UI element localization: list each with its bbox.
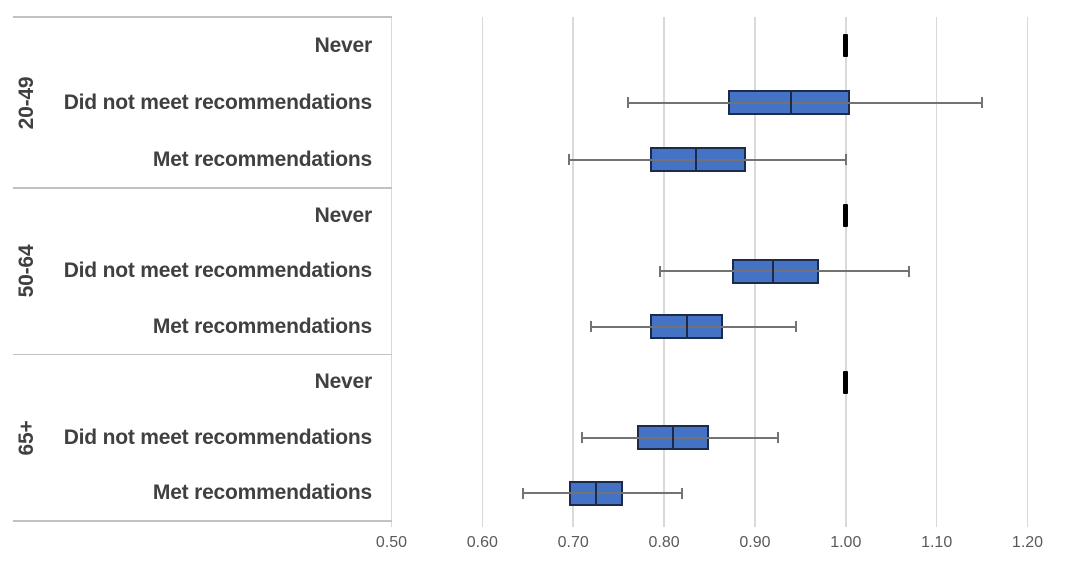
median-line xyxy=(694,147,697,172)
median-line xyxy=(772,258,775,284)
grid-line xyxy=(1026,17,1029,527)
category-label: Did not meet recommendations xyxy=(63,90,372,114)
whisker-cap-high xyxy=(908,265,911,277)
category-label: Did not meet recommendations xyxy=(63,259,372,283)
whisker-cap-low xyxy=(581,432,584,444)
reference-tick-mark xyxy=(843,370,849,394)
grid-line xyxy=(390,17,393,527)
whisker-cap-high xyxy=(981,97,984,108)
reference-tick-mark xyxy=(843,34,849,57)
whisker-cap-low xyxy=(522,487,525,499)
grid-line xyxy=(935,17,938,527)
reference-tick-mark xyxy=(843,204,849,228)
category-label: Did not meet recommendations xyxy=(63,425,372,449)
whisker-line xyxy=(568,158,846,161)
median-line xyxy=(790,90,793,115)
x-axis-tick-label: 1.10 xyxy=(921,534,953,551)
whisker-cap-high xyxy=(844,154,847,165)
median-line xyxy=(594,480,597,506)
category-label: Met recommendations xyxy=(152,481,372,505)
median-line xyxy=(672,425,675,451)
grid-line xyxy=(572,17,574,527)
group-divider-line xyxy=(13,520,392,522)
whisker-line xyxy=(627,101,983,104)
x-axis-tick-label: 1.00 xyxy=(830,534,862,551)
x-axis-tick-label: 0.70 xyxy=(557,534,589,551)
group-divider-line xyxy=(13,353,392,356)
x-axis-tick-label: 0.90 xyxy=(739,534,771,551)
median-line xyxy=(685,314,688,340)
whisker-cap-low xyxy=(626,97,629,108)
whisker-cap-high xyxy=(794,321,797,333)
grid-line xyxy=(481,17,484,527)
category-label: Never xyxy=(314,203,373,227)
category-label: Never xyxy=(314,370,373,394)
category-label: Never xyxy=(314,33,373,57)
whisker-line xyxy=(591,325,796,328)
whisker-line xyxy=(659,270,910,273)
whisker-line xyxy=(523,492,683,495)
group-divider-line xyxy=(13,16,392,18)
whisker-line xyxy=(582,436,778,439)
whisker-cap-low xyxy=(590,321,593,333)
x-axis-tick-label: 1.20 xyxy=(1011,534,1044,551)
group-divider-line xyxy=(13,187,392,189)
x-axis-tick-label: 0.50 xyxy=(375,534,408,551)
whisker-cap-low xyxy=(658,265,661,277)
whisker-cap-high xyxy=(681,487,684,499)
x-axis-tick-label: 0.60 xyxy=(466,534,498,551)
category-label: Met recommendations xyxy=(152,147,372,171)
category-label: Met recommendations xyxy=(152,314,372,338)
whisker-cap-high xyxy=(776,432,779,444)
whisker-cap-low xyxy=(567,154,570,165)
x-axis-tick-label: 0.80 xyxy=(648,534,680,551)
